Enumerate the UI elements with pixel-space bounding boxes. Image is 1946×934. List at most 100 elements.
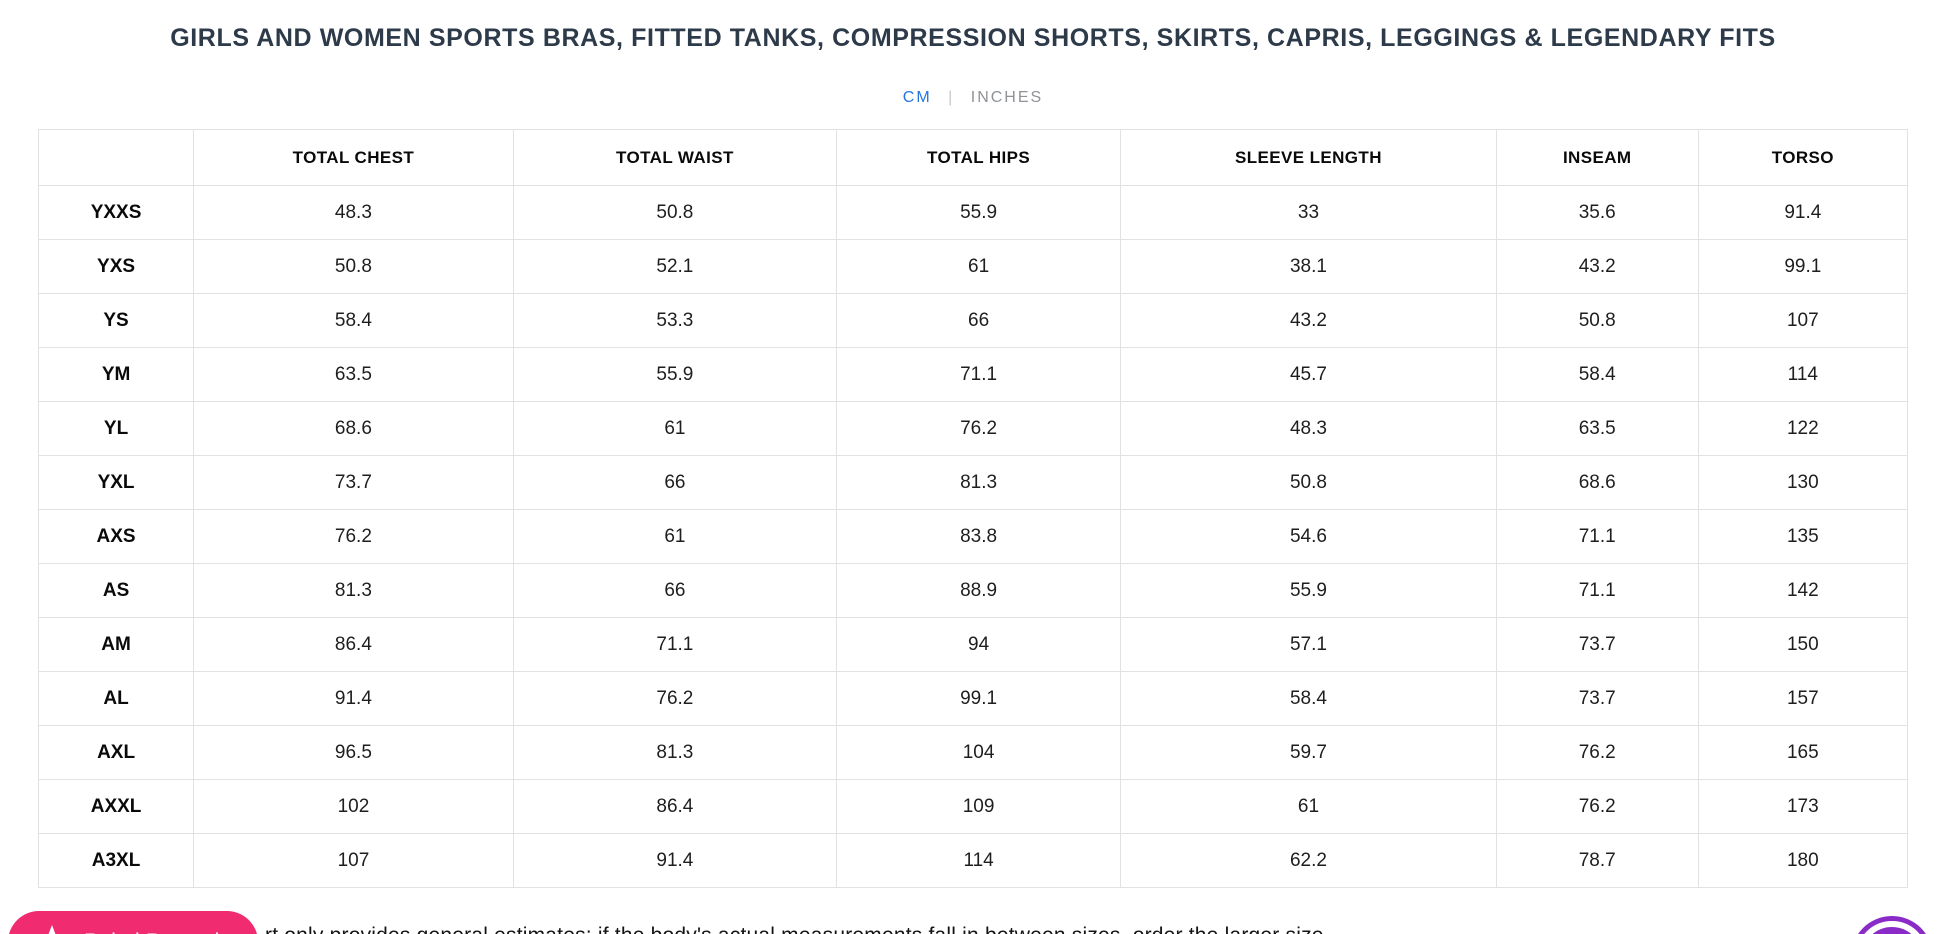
measurement-cell: 61	[1120, 779, 1497, 834]
measurement-cell: 76.2	[1495, 779, 1699, 834]
table-row: AXXL 102 86.4 109 61 76.2 173	[37, 779, 1909, 834]
measurement-cell: 76.2	[1495, 725, 1699, 780]
measurement-cell: 122	[1697, 401, 1909, 456]
measurement-cell: 61	[512, 401, 838, 456]
column-header: TOTAL HIPS	[836, 129, 1122, 186]
measurement-cell: 38.1	[1120, 239, 1497, 294]
size-label: AM	[37, 617, 195, 672]
size-label: AS	[37, 563, 195, 618]
table-row: YXS 50.8 52.1 61 38.1 43.2 99.1	[37, 239, 1909, 294]
measurement-cell: 91.4	[193, 671, 514, 726]
measurement-cell: 35.6	[1495, 185, 1699, 240]
rebel-star-icon	[34, 925, 70, 934]
unit-toggle-inches[interactable]: INCHES	[970, 89, 1044, 106]
table-row: YXXS 48.3 50.8 55.9 33 35.6 91.4	[37, 185, 1909, 240]
column-header: TOTAL WAIST	[512, 129, 838, 186]
measurement-cell: 66	[512, 563, 838, 618]
measurement-cell: 73.7	[1495, 617, 1699, 672]
measurement-cell: 63.5	[193, 347, 514, 402]
measurement-cell: 91.4	[512, 833, 838, 888]
measurement-cell: 63.5	[1495, 401, 1699, 456]
measurement-cell: 94	[836, 617, 1122, 672]
measurement-cell: 45.7	[1120, 347, 1497, 402]
measurement-cell: 58.4	[1120, 671, 1497, 726]
measurement-cell: 165	[1697, 725, 1909, 780]
page-title: GIRLS AND WOMEN SPORTS BRAS, FITTED TANK…	[170, 24, 1776, 52]
measurement-cell: 43.2	[1495, 239, 1699, 294]
measurement-cell: 107	[193, 833, 514, 888]
measurement-cell: 130	[1697, 455, 1909, 510]
size-label: AXS	[37, 509, 195, 564]
measurement-cell: 81.3	[836, 455, 1122, 510]
rebel-rewards-label: Rebel Rewards	[84, 930, 230, 934]
measurement-cell: 48.3	[193, 185, 514, 240]
size-label: AL	[37, 671, 195, 726]
measurement-cell: 50.8	[1120, 455, 1497, 510]
measurement-cell: 33	[1120, 185, 1497, 240]
table-row: YXL 73.7 66 81.3 50.8 68.6 130	[37, 455, 1909, 510]
measurement-cell: 50.8	[1495, 293, 1699, 348]
size-label: YXS	[37, 239, 195, 294]
measurement-cell: 71.1	[836, 347, 1122, 402]
size-label: A3XL	[37, 833, 195, 888]
column-header-empty	[37, 129, 195, 186]
measurement-cell: 81.3	[512, 725, 838, 780]
measurement-cell: 73.7	[193, 455, 514, 510]
measurement-cell: 135	[1697, 509, 1909, 564]
table-row: YM 63.5 55.9 71.1 45.7 58.4 114	[37, 347, 1909, 402]
table-row: YS 58.4 53.3 66 43.2 50.8 107	[37, 293, 1909, 348]
measurement-cell: 104	[836, 725, 1122, 780]
rebel-rewards-button[interactable]: Rebel Rewards	[8, 911, 258, 934]
measurement-cell: 180	[1697, 833, 1909, 888]
measurement-cell: 173	[1697, 779, 1909, 834]
size-label: YM	[37, 347, 195, 402]
measurement-cell: 107	[1697, 293, 1909, 348]
measurement-cell: 96.5	[193, 725, 514, 780]
column-header: TOTAL CHEST	[193, 129, 514, 186]
measurement-cell: 50.8	[193, 239, 514, 294]
measurement-cell: 78.7	[1495, 833, 1699, 888]
accessibility-widget-button[interactable]	[1851, 916, 1933, 934]
measurement-cell: 76.2	[836, 401, 1122, 456]
unit-toggle-cm[interactable]: CM	[902, 89, 932, 106]
size-label: YL	[37, 401, 195, 456]
table-row: YL 68.6 61 76.2 48.3 63.5 122	[37, 401, 1909, 456]
measurement-cell: 54.6	[1120, 509, 1497, 564]
measurement-cell: 102	[193, 779, 514, 834]
measurement-cell: 59.7	[1120, 725, 1497, 780]
measurement-cell: 99.1	[836, 671, 1122, 726]
measurement-cell: 71.1	[512, 617, 838, 672]
measurement-cell: 109	[836, 779, 1122, 834]
measurement-cell: 61	[836, 239, 1122, 294]
table-row: A3XL 107 91.4 114 62.2 78.7 180	[37, 833, 1909, 888]
table-row: AS 81.3 66 88.9 55.9 71.1 142	[37, 563, 1909, 618]
measurement-cell: 86.4	[512, 779, 838, 834]
measurement-cell: 91.4	[1697, 185, 1909, 240]
size-label: YXXS	[37, 185, 195, 240]
measurement-cell: 58.4	[193, 293, 514, 348]
measurement-cell: 66	[512, 455, 838, 510]
measurement-cell: 53.3	[512, 293, 838, 348]
measurement-cell: 157	[1697, 671, 1909, 726]
measurement-cell: 66	[836, 293, 1122, 348]
measurement-cell: 81.3	[193, 563, 514, 618]
measurement-cell: 55.9	[836, 185, 1122, 240]
measurement-cell: 150	[1697, 617, 1909, 672]
measurement-cell: 88.9	[836, 563, 1122, 618]
measurement-cell: 68.6	[1495, 455, 1699, 510]
table-row: AXL 96.5 81.3 104 59.7 76.2 165	[37, 725, 1909, 780]
measurement-cell: 57.1	[1120, 617, 1497, 672]
measurement-cell: 52.1	[512, 239, 838, 294]
size-chart-page: GIRLS AND WOMEN SPORTS BRAS, FITTED TANK…	[0, 24, 1946, 934]
size-chart-table: TOTAL CHEST TOTAL WAIST TOTAL HIPS SLEEVE L…	[37, 129, 1909, 888]
measurement-cell: 114	[836, 833, 1122, 888]
table-row: AM 86.4 71.1 94 57.1 73.7 150	[37, 617, 1909, 672]
unit-toggle: CM | INCHES	[0, 89, 1946, 107]
measurement-cell: 76.2	[512, 671, 838, 726]
measurement-cell: 142	[1697, 563, 1909, 618]
accessibility-person-icon	[1864, 921, 1920, 934]
column-header: TORSO	[1697, 129, 1909, 186]
measurement-cell: 48.3	[1120, 401, 1497, 456]
size-label: YXL	[37, 455, 195, 510]
table-row: AL 91.4 76.2 99.1 58.4 73.7 157	[37, 671, 1909, 726]
